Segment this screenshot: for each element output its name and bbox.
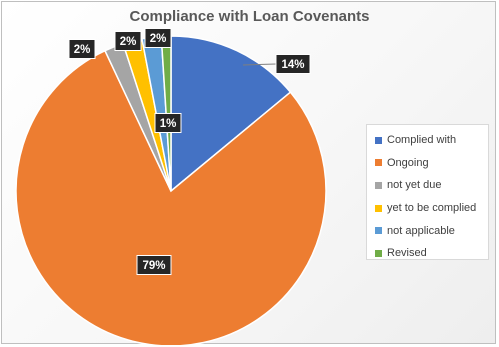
legend-item-yet-to-be-complied: yet to be complied [375, 197, 488, 220]
legend-item-not-yet-due: not yet due [375, 174, 488, 197]
legend-label: yet to be complied [387, 202, 477, 215]
data-label-text: 79% [142, 260, 165, 272]
data-label-text: 2% [120, 36, 137, 48]
legend-item-revised: Revised [375, 242, 488, 265]
legend-label: Ongoing [387, 156, 429, 169]
legend-item-not-applicable: not applicable [375, 219, 488, 242]
chart-legend: Complied with Ongoing not yet due yet to be… [366, 124, 489, 260]
legend-item-complied-with: Complied with [375, 129, 488, 152]
legend-swatch [375, 227, 382, 235]
legend-swatch [375, 159, 382, 167]
legend-label: not applicable [387, 224, 455, 237]
data-label-not-yet-due: 2% [68, 39, 96, 59]
legend-swatch [375, 204, 382, 212]
legend-label: Revised [387, 247, 427, 260]
leader-line [242, 63, 277, 66]
data-label-yet-to-be-complied: 2% [114, 31, 142, 51]
legend-swatch [375, 181, 382, 189]
legend-label: Complied with [387, 134, 457, 147]
data-label-revised: 1% [154, 113, 182, 133]
data-label-complied-with: 14% [275, 54, 311, 74]
pie-slice-ongoing [15, 49, 327, 345]
legend-swatch [375, 249, 382, 257]
data-label-text: 14% [281, 59, 304, 71]
data-label-text: 2% [150, 33, 167, 45]
data-label-text: 1% [160, 118, 177, 130]
data-label-text: 2% [74, 44, 91, 56]
legend-item-ongoing: Ongoing [375, 152, 488, 175]
legend-label: not yet due [387, 179, 442, 192]
chart-title: Compliance with Loan Covenants [129, 8, 370, 25]
data-label-not-applicable: 2% [144, 28, 172, 48]
legend-swatch [375, 136, 382, 144]
data-label-ongoing: 79% [136, 255, 172, 275]
pie-slice-complied-with [170, 35, 292, 193]
